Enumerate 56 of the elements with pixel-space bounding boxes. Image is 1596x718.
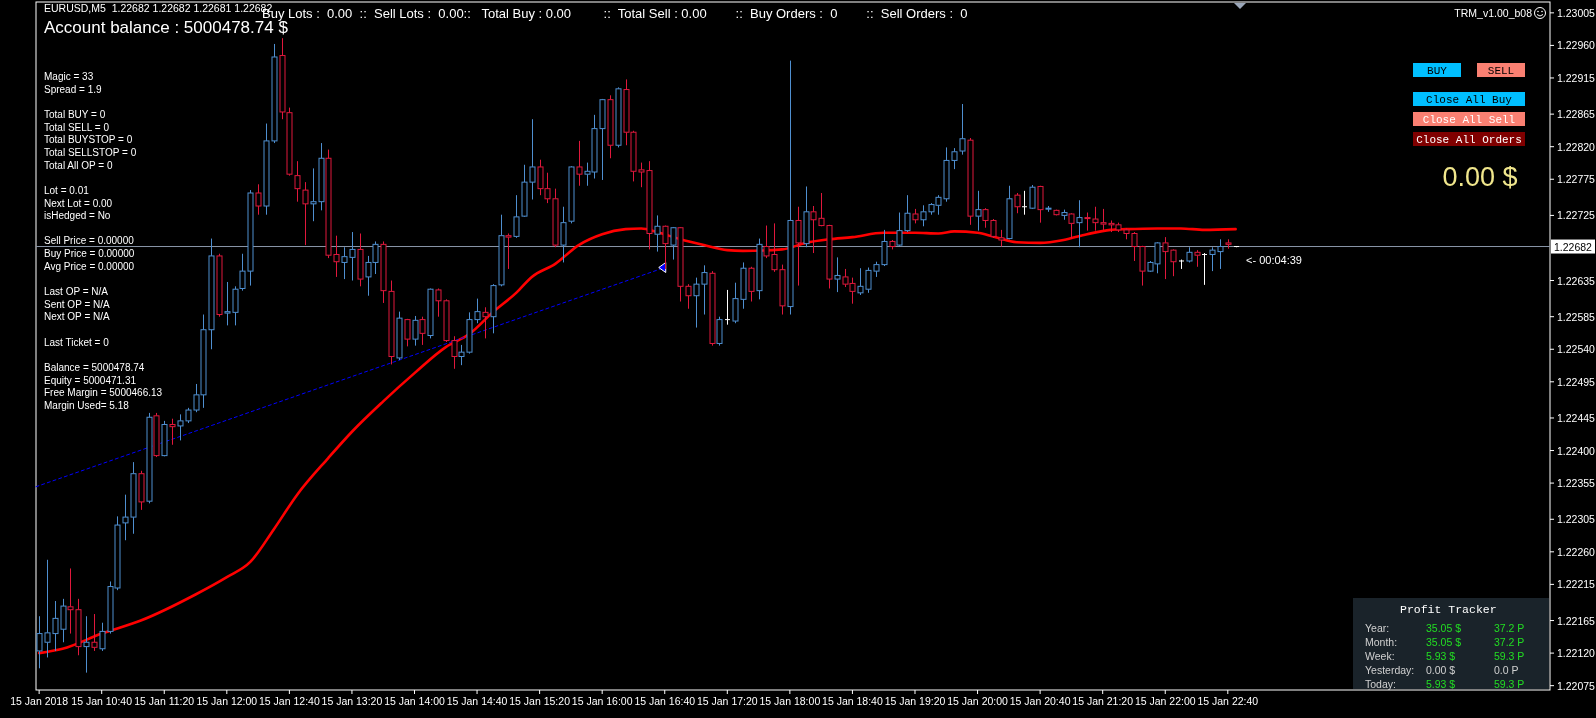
y-tick-label: 1.22915 (1557, 71, 1596, 84)
text: Magic = 33 Spread = 1.9 Total BUY = 0 Total SELL = 0 Total BUYSTOP = 0 Total SELLSTOP = 0 Total All OP = 0 Lot = 0.01 Next Lot = 0.00 isHedged = No Sell Price = 0.00000 Buy Price = 0.00000 Avg Price = 0.00000 Last OP = N/A Sent OP = N/A Next OP = N/A Last Ticket = 0 Balance = 5000478.74 Equity = 5000471.31 Free Margin = 5000466.13 Margin Used= 5.18 (44, 71, 163, 411)
y-tick-label: 1.22215 (1557, 578, 1596, 591)
x-tick-label: 15 Jan 15:20 (509, 695, 571, 707)
x-tick-label: 15 Jan 16:40 (634, 695, 696, 707)
annotation: BUY (1427, 65, 1448, 77)
y-tick-label: 1.22540 (1557, 343, 1596, 356)
x-tick-label: 15 Jan 20:40 (1009, 695, 1071, 707)
annotation: <- 00:04:39 (1246, 254, 1302, 266)
x-tick-label: 15 Jan 22:40 (1197, 695, 1259, 707)
candlestick (294, 160, 301, 203)
x-tick-label: 15 Jan 10:40 (71, 695, 133, 707)
x-tick-label: 15 Jan 18:00 (759, 695, 821, 707)
candlestick (1201, 253, 1208, 286)
x-tick-label: 15 Jan 2018 (10, 695, 69, 707)
x-tick-label: 15 Jan 21:20 (1072, 695, 1134, 707)
annotation: Close All Orders (1416, 134, 1522, 146)
y-tick-label: 1.22865 (1557, 108, 1596, 121)
x-tick-label: 15 Jan 18:40 (822, 695, 883, 707)
y-tick-label: 1.22165 (1557, 614, 1596, 627)
x-tick-label: 15 Jan 14:40 (446, 695, 508, 707)
x-tick-label: 15 Jan 19:20 (884, 695, 946, 707)
y-tick-label: 1.22725 (1557, 209, 1596, 222)
annotation: SELL (1487, 65, 1515, 77)
y-tick-label: 1.22635 (1557, 274, 1596, 287)
x-tick-label: 15 Jan 22:00 (1134, 695, 1196, 707)
ref-line-label: 1.22682 (1554, 240, 1593, 253)
x-tick-label: 15 Jan 13:20 (321, 695, 383, 707)
y-tick-label: 1.22495 (1557, 375, 1596, 388)
annotation: Close All Sell (1422, 114, 1516, 126)
x-tick-label: 15 Jan 12:40 (259, 695, 320, 707)
candlestick (1021, 190, 1028, 216)
x-tick-label: 15 Jan 17:20 (696, 695, 758, 707)
y-tick-label: 1.22075 (1557, 679, 1596, 692)
annotation: Close All Buy (1426, 94, 1513, 106)
y-tick-label: 1.22120 (1557, 647, 1596, 660)
y-tick-label: 1.22305 (1557, 513, 1596, 526)
x-tick-label: 15 Jan 11:20 (134, 695, 195, 707)
text: Profit Tracker Year: 35.05 $ 37.2 P Month: 35.05 $ 37.2 P Week: 5.93 $ 59.3 P Yesterday: 0.00 $ 0.0 P Today: 5.93 $ 59.3 P (1365, 603, 1525, 690)
y-tick-label: 1.22445 (1557, 411, 1596, 424)
y-tick-label: 1.22355 (1557, 477, 1596, 490)
y-tick-label: 1.22585 (1557, 310, 1596, 323)
y-tick-label: 1.22820 (1557, 140, 1596, 153)
y-tick-label: 1.22260 (1557, 545, 1596, 558)
y-tick-label: 1.23005 (1557, 6, 1596, 19)
annotation: TRM_v1.00_b08 (1454, 7, 1533, 19)
x-tick-label: 15 Jan 12:00 (196, 695, 258, 707)
line-series (37, 227, 1237, 655)
annotation: 0.00 $ (1442, 162, 1518, 192)
x-tick-label: 15 Jan 14:00 (384, 695, 446, 707)
candlestick (724, 289, 731, 326)
y-tick-label: 1.22960 (1557, 39, 1596, 52)
y-tick-label: 1.22775 (1557, 173, 1596, 186)
x-tick-label: 15 Jan 16:00 (571, 695, 633, 707)
y-tick-label: 1.22400 (1557, 444, 1596, 457)
x-tick-label: 15 Jan 20:00 (947, 695, 1009, 707)
